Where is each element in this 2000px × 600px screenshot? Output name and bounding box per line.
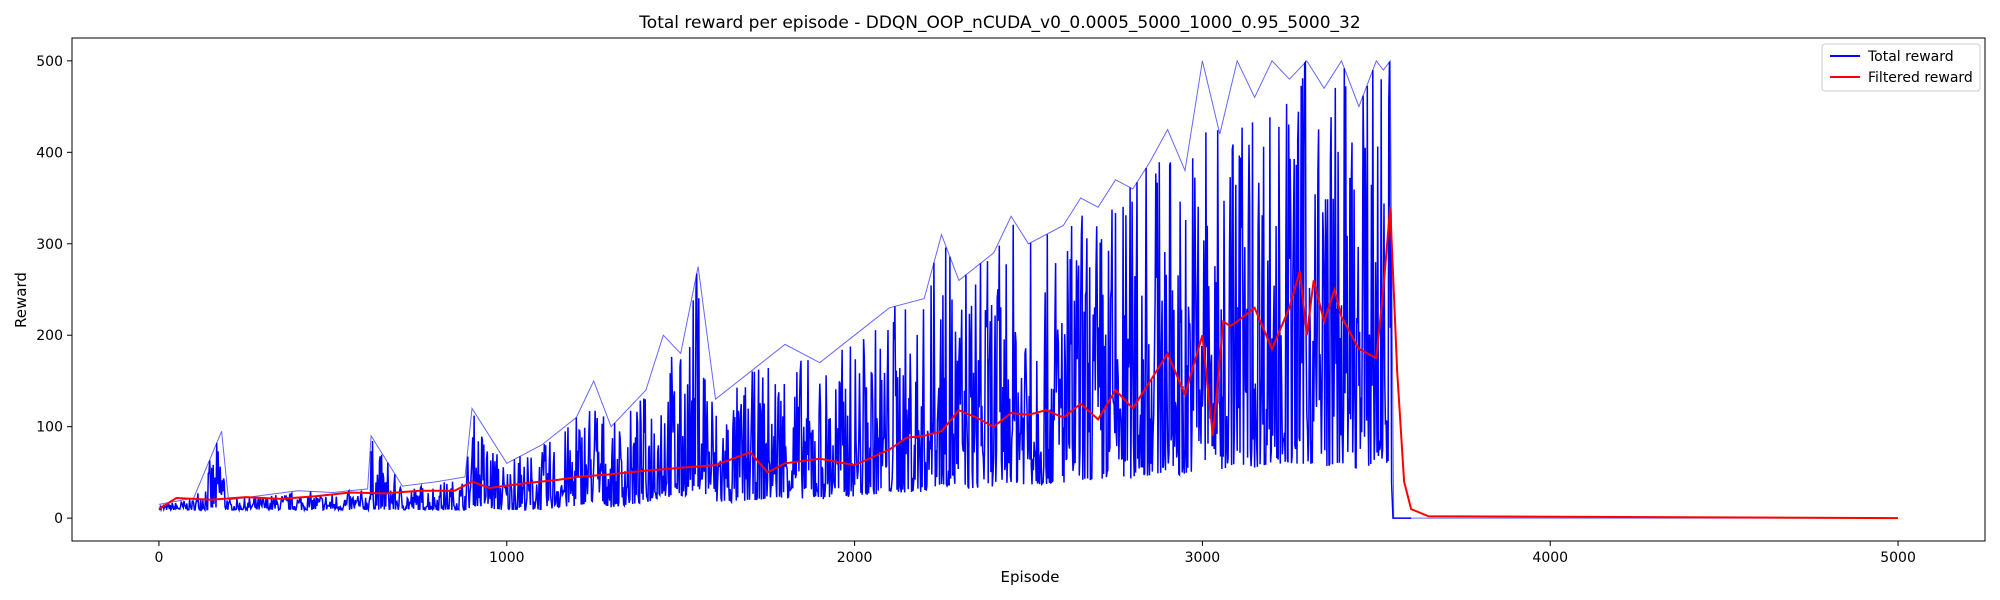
x-tick-label-5000: 5000 <box>1880 550 1916 566</box>
legend: Total reward Filtered reward <box>1821 43 1981 92</box>
x-tick-label-1000: 1000 <box>489 550 525 566</box>
total-reward-noise <box>158 60 1412 519</box>
plot-frame <box>71 37 1986 542</box>
plot-area <box>72 38 1985 541</box>
legend-label-total-reward: Total reward <box>1867 49 1954 65</box>
total-reward-texture <box>158 60 1412 519</box>
x-tick-label-2000: 2000 <box>837 550 873 566</box>
axes-layer: 0 1000 2000 3000 4000 5000 0 100 200 300 400 500 <box>36 37 1986 566</box>
chart-title: Total reward per episode - DDQN_OOP_nCUD… <box>638 13 1360 33</box>
x-tick-label-3000: 3000 <box>1185 550 1221 566</box>
x-axis-label: Episode <box>1001 568 1060 586</box>
y-tick-label-0: 0 <box>54 511 63 527</box>
x-tick-label-0: 0 <box>154 550 163 566</box>
y-tick-label-200: 200 <box>36 328 63 344</box>
plot-background <box>72 38 1985 541</box>
y-tick-label-500: 500 <box>36 54 63 70</box>
series-line-filtered-reward <box>158 207 1899 520</box>
y-axis-label: Reward <box>12 272 30 328</box>
series-layer <box>158 59 1899 520</box>
series-line-total-reward <box>158 59 1898 519</box>
x-tick-label-4000: 4000 <box>1532 550 1568 566</box>
legend-label-filtered-reward: Filtered reward <box>1868 70 1973 86</box>
y-tick-label-300: 300 <box>36 237 63 253</box>
y-tick-label-400: 400 <box>36 145 63 161</box>
y-tick-label-100: 100 <box>36 420 63 436</box>
legend-box <box>1821 43 1981 92</box>
